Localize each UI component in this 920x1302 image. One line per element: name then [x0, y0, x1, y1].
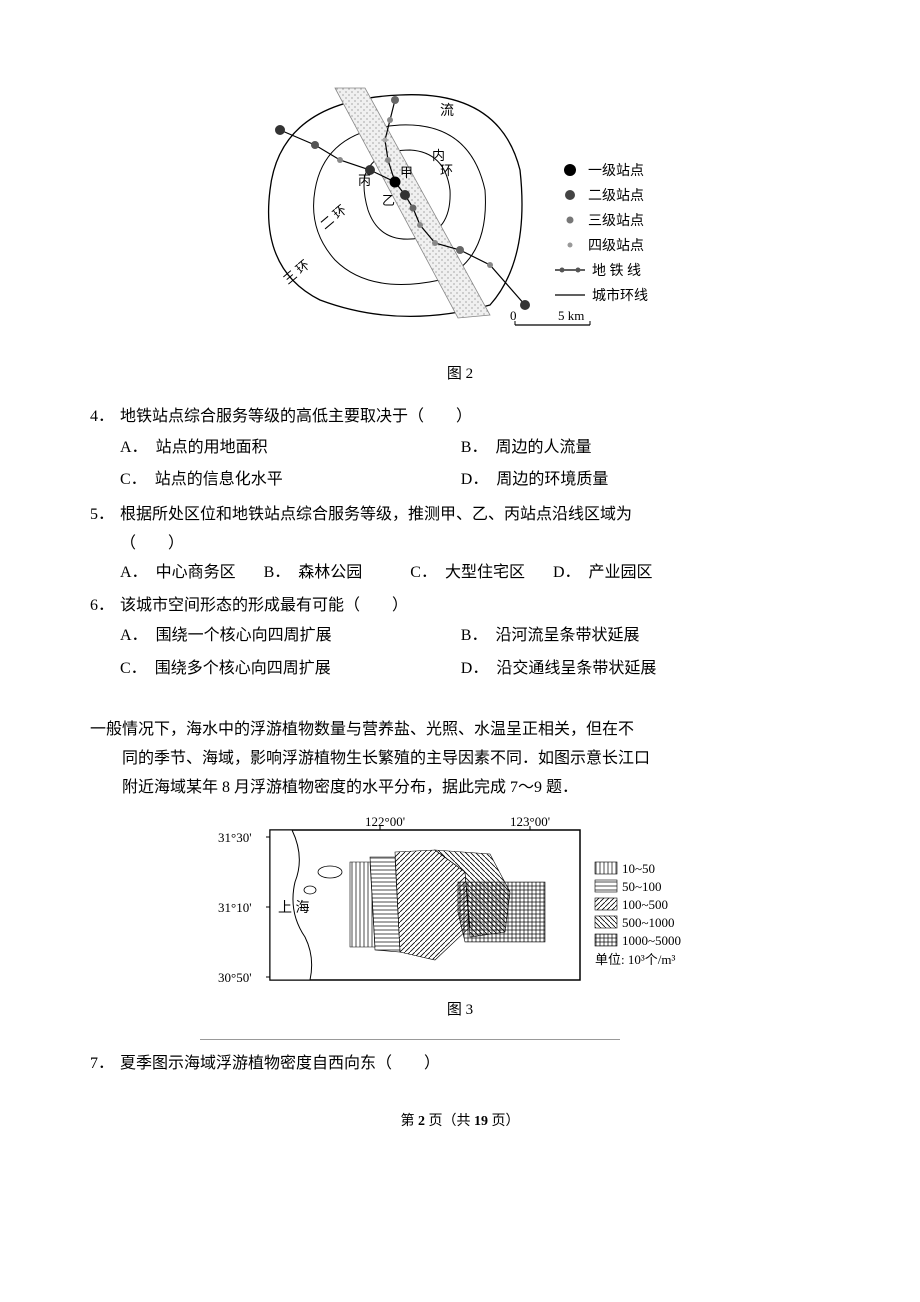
- figure-2-container: 流 甲 乙 丙 内 环 二 环 三 环 一级站点 二级站点 三级站点 四级站点 …: [90, 70, 830, 388]
- q4-options: A．站点的用地面积 B．周边的人流量 C．站点的信息化水平 D．周边的环境质量: [120, 432, 830, 498]
- label-3ring: 三 环: [280, 257, 312, 287]
- q7-stem: 夏季图示海域浮游植物密度自西向东（ ）: [120, 1050, 830, 1079]
- q6-opt-c: 围绕多个核心向四周扩展: [155, 660, 331, 677]
- svg-text:31°10': 31°10': [218, 900, 252, 915]
- passage-2-line2: 同的季节、海域，影响浮游植物生长繁殖的主导因素不同．如图示意长江口: [90, 745, 830, 774]
- svg-text:100~500: 100~500: [622, 897, 668, 912]
- q4-opt-b: 周边的人流量: [495, 439, 591, 456]
- q4-number: 4．: [90, 403, 120, 432]
- svg-text:四级站点: 四级站点: [588, 238, 644, 254]
- q6-options: A．围绕一个核心向四周扩展 B．沿河流呈条带状延展 C．围绕多个核心向四周扩展 …: [120, 620, 830, 686]
- label-inner-2: 环: [440, 163, 453, 178]
- q5-opt-d: 产业园区: [589, 564, 653, 581]
- svg-text:1000~5000: 1000~5000: [622, 933, 681, 948]
- svg-text:地 铁 线: 地 铁 线: [592, 263, 641, 279]
- question-6: 6． 该城市空间形态的形成最有可能（ ） A．围绕一个核心向四周扩展 B．沿河流…: [90, 592, 830, 686]
- passage-2-line1: 一般情况下，海水中的浮游植物数量与营养盐、光照、水温呈正相关，但在不: [90, 716, 830, 745]
- q5-opt-b: 森林公园: [298, 564, 362, 581]
- figure-2-svg: 流 甲 乙 丙 内 环 二 环 三 环 一级站点 二级站点 三级站点 四级站点 …: [240, 70, 700, 345]
- figure-2-caption: 图 2: [90, 361, 830, 388]
- question-5: 5． 根据所处区位和地铁站点综合服务等级，推测甲、乙、丙站点沿线区域为 （ ） …: [90, 501, 830, 587]
- figure-3-caption: 图 3: [90, 997, 830, 1024]
- q5-number: 5．: [90, 501, 120, 530]
- q6-number: 6．: [90, 592, 120, 621]
- q4-opt-c: 站点的信息化水平: [155, 471, 283, 488]
- label-jia: 甲: [400, 165, 413, 180]
- q7-number: 7．: [90, 1050, 120, 1079]
- figure-2-legend: 一级站点 二级站点 三级站点 四级站点 地 铁 线 城市环线: [555, 163, 648, 304]
- q6-opt-b: 沿河流呈条带状延展: [495, 627, 639, 644]
- svg-text:30°50': 30°50': [218, 970, 252, 985]
- river-label-1: 流: [440, 103, 454, 119]
- ring-outer: [269, 95, 522, 317]
- q6-stem: 该城市空间形态的形成最有可能（ ）: [120, 592, 830, 621]
- label-2ring: 二 环: [317, 202, 349, 232]
- label-bing: 丙: [358, 173, 371, 188]
- page-footer: 第 2 页（共 19 页）: [90, 1109, 830, 1134]
- passage-2-line3: 附近海域某年 8 月浮游植物密度的水平分布，据此完成 7～9 题．: [90, 774, 830, 803]
- page-total: 19: [474, 1114, 488, 1129]
- svg-text:5 km: 5 km: [558, 308, 584, 323]
- svg-text:0: 0: [510, 308, 517, 323]
- unit-label: 单位: 10³个/m³: [595, 952, 675, 967]
- figure-3-legend: 10~50 50~100 100~500 500~1000 1000~5000 …: [595, 861, 681, 967]
- svg-text:三级站点: 三级站点: [588, 213, 644, 229]
- region-label: 上 海: [278, 900, 310, 916]
- q6-opt-a: 围绕一个核心向四周扩展: [156, 627, 332, 644]
- figure-3-container: 122°00' 123°00' 31°30' 31°10' 30°50' 上 海…: [90, 812, 830, 1024]
- svg-text:500~1000: 500~1000: [622, 915, 675, 930]
- question-4: 4． 地铁站点综合服务等级的高低主要取决于（ ） A．站点的用地面积 B．周边的…: [90, 403, 830, 497]
- svg-text:二级站点: 二级站点: [588, 188, 644, 204]
- question-7: 7． 夏季图示海域浮游植物密度自西向东（ ）: [90, 1050, 830, 1079]
- passage-2: 一般情况下，海水中的浮游植物数量与营养盐、光照、水温呈正相关，但在不 同的季节、…: [90, 716, 830, 802]
- figure-3-svg: 122°00' 123°00' 31°30' 31°10' 30°50' 上 海…: [210, 812, 710, 992]
- q5-stem: 根据所处区位和地铁站点综合服务等级，推测甲、乙、丙站点沿线区域为: [120, 501, 830, 530]
- svg-text:10~50: 10~50: [622, 861, 655, 876]
- svg-text:一级站点: 一级站点: [588, 163, 644, 179]
- label-inner-1: 内: [432, 148, 445, 163]
- q4-opt-a: 站点的用地面积: [156, 439, 268, 456]
- figure-3-hr: [200, 1039, 620, 1040]
- page-current: 2: [418, 1114, 425, 1129]
- svg-text:50~100: 50~100: [622, 879, 662, 894]
- q4-stem: 地铁站点综合服务等级的高低主要取决于（ ）: [120, 403, 830, 432]
- svg-text:城市环线: 城市环线: [592, 287, 648, 304]
- q5-options: A．中心商务区 B．森林公园 C．大型住宅区 D．产业园区: [120, 559, 830, 588]
- svg-text:122°00': 122°00': [365, 814, 405, 829]
- q5-opt-a: 中心商务区: [156, 564, 236, 581]
- svg-text:31°30': 31°30': [218, 830, 252, 845]
- river: [335, 88, 490, 318]
- q5-opt-c: 大型住宅区: [445, 564, 525, 581]
- q6-opt-d: 沿交通线呈条带状延展: [496, 660, 656, 677]
- label-yi: 乙: [382, 193, 395, 208]
- q5-paren: （ ）: [120, 530, 830, 559]
- q4-opt-d: 周边的环境质量: [496, 471, 608, 488]
